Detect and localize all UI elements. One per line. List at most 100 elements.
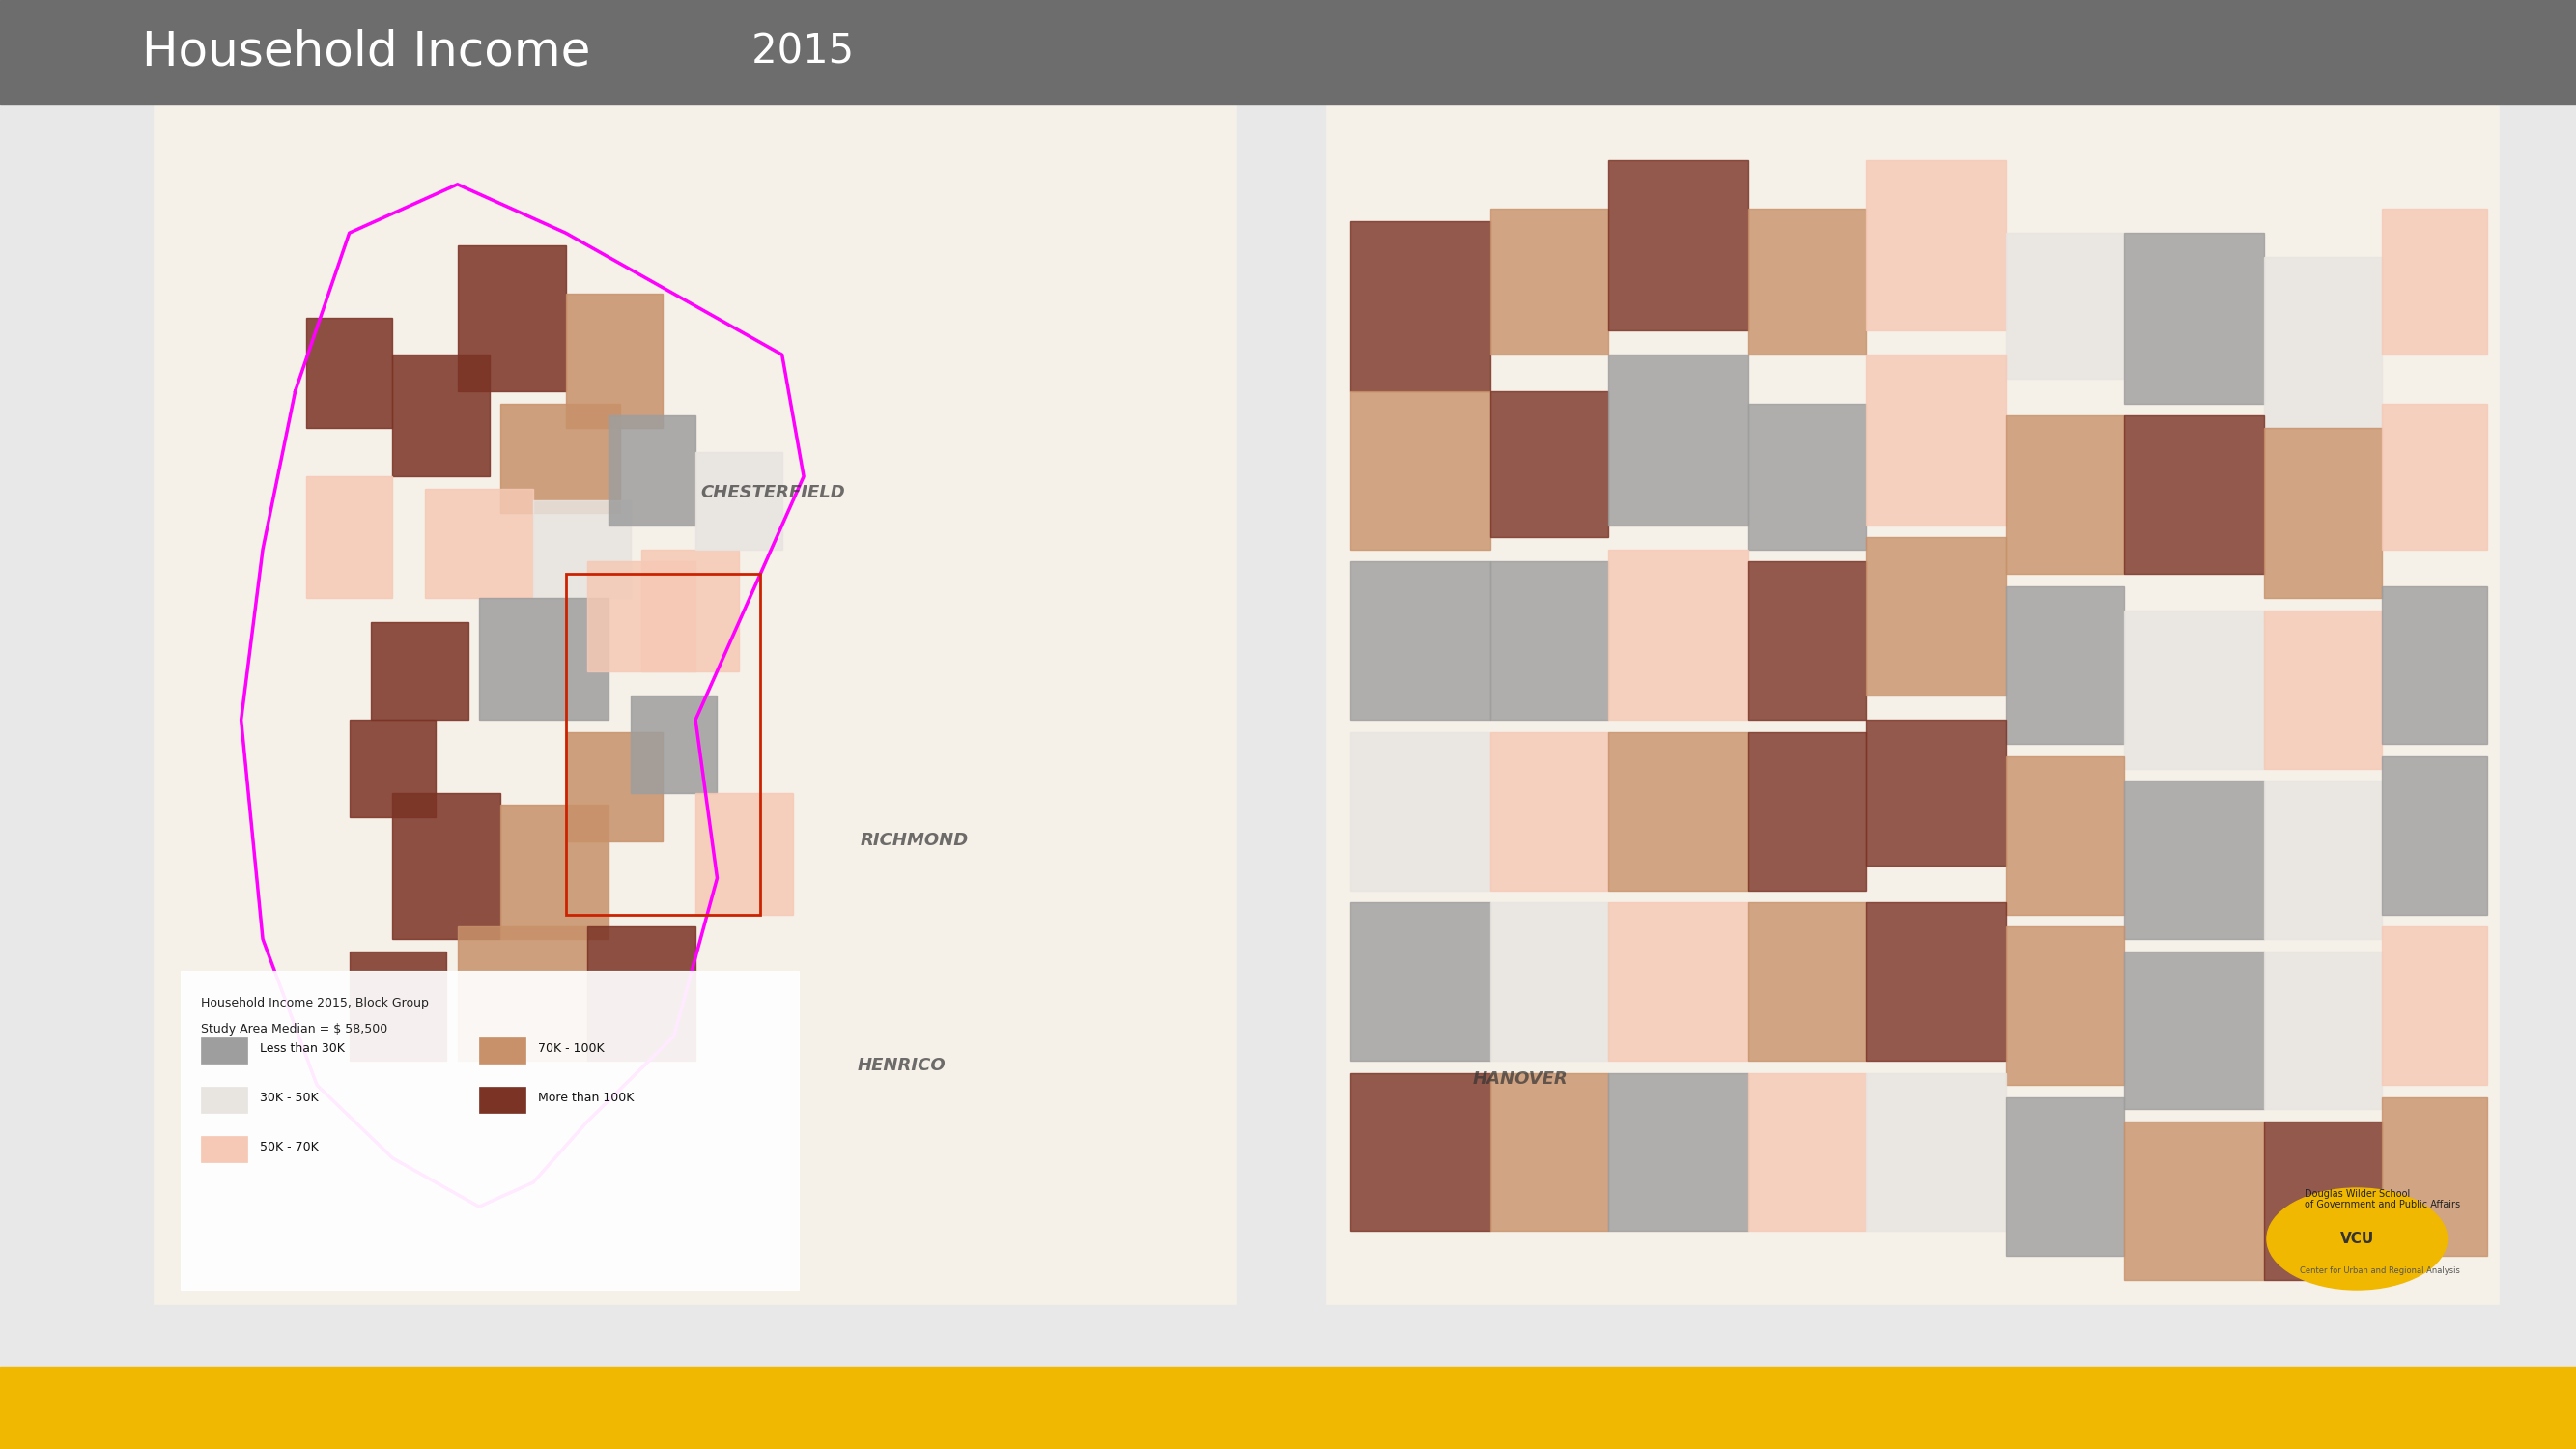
Bar bbox=[2264, 610, 2383, 768]
Text: CHESTERFIELD: CHESTERFIELD bbox=[701, 484, 845, 501]
Bar bbox=[0, 0, 2576, 104]
Bar bbox=[2007, 233, 2123, 380]
Bar bbox=[2007, 585, 2123, 745]
Bar bbox=[1607, 159, 1749, 330]
Bar bbox=[201, 1087, 247, 1113]
Bar bbox=[1749, 903, 1865, 1061]
Bar bbox=[2007, 756, 2123, 914]
Bar bbox=[1327, 87, 2499, 1304]
Text: VCU: VCU bbox=[2339, 1232, 2375, 1246]
Bar bbox=[1607, 355, 1749, 525]
Bar bbox=[2383, 585, 2486, 745]
Bar bbox=[500, 403, 621, 513]
Bar bbox=[567, 294, 662, 427]
Bar bbox=[1749, 732, 1865, 890]
Bar bbox=[1865, 159, 2007, 330]
Bar bbox=[1350, 1072, 1492, 1232]
Text: 30K - 50K: 30K - 50K bbox=[260, 1093, 319, 1104]
Bar bbox=[307, 319, 392, 427]
Text: 50K - 70K: 50K - 70K bbox=[260, 1142, 319, 1153]
Bar bbox=[1865, 903, 2007, 1061]
Bar bbox=[1865, 355, 2007, 525]
Bar bbox=[479, 598, 608, 720]
Bar bbox=[2123, 416, 2264, 574]
Bar bbox=[1350, 220, 1492, 391]
Bar bbox=[500, 806, 608, 939]
Bar bbox=[1350, 732, 1492, 890]
Text: HANOVER: HANOVER bbox=[1471, 1071, 1569, 1088]
Bar bbox=[2383, 756, 2486, 914]
Bar bbox=[392, 793, 500, 939]
Bar bbox=[696, 793, 793, 914]
Bar bbox=[155, 87, 1236, 1304]
Bar bbox=[1607, 549, 1749, 720]
Bar bbox=[2264, 258, 2383, 427]
Bar bbox=[2383, 927, 2486, 1085]
Bar bbox=[479, 1087, 526, 1113]
Bar bbox=[1492, 903, 1607, 1061]
Bar bbox=[479, 1037, 526, 1064]
Bar bbox=[2123, 781, 2264, 939]
Bar bbox=[696, 452, 783, 549]
Text: Household Income: Household Income bbox=[142, 29, 590, 75]
Bar bbox=[201, 1136, 247, 1162]
Bar bbox=[1492, 562, 1607, 720]
Bar bbox=[1492, 1072, 1607, 1232]
Bar bbox=[1865, 720, 2007, 867]
Text: Less than 30K: Less than 30K bbox=[260, 1043, 345, 1055]
Bar bbox=[1865, 1072, 2007, 1232]
Bar bbox=[567, 574, 760, 914]
Bar bbox=[2123, 1122, 2264, 1279]
Text: 2015: 2015 bbox=[739, 32, 855, 72]
Text: Study Area Median = $ 58,500: Study Area Median = $ 58,500 bbox=[201, 1023, 386, 1036]
Bar bbox=[641, 549, 739, 671]
Bar bbox=[2383, 403, 2486, 549]
Bar bbox=[2264, 951, 2383, 1110]
Bar bbox=[459, 245, 567, 391]
Bar bbox=[2123, 233, 2264, 403]
Bar bbox=[1350, 903, 1492, 1061]
Text: Douglas Wilder School
of Government and Public Affairs: Douglas Wilder School of Government and … bbox=[2306, 1190, 2460, 1210]
Bar bbox=[2264, 427, 2383, 598]
Bar bbox=[0, 104, 2576, 1366]
Text: RICHMOND: RICHMOND bbox=[860, 832, 969, 849]
Bar bbox=[392, 355, 489, 477]
Bar bbox=[533, 501, 631, 598]
Bar bbox=[350, 951, 446, 1061]
Text: HENRICO: HENRICO bbox=[858, 1056, 945, 1074]
Bar bbox=[180, 971, 799, 1290]
Bar bbox=[2007, 927, 2123, 1085]
Text: Household Income 2015, Block Group: Household Income 2015, Block Group bbox=[201, 997, 428, 1010]
Bar bbox=[1749, 562, 1865, 720]
Bar bbox=[1749, 403, 1865, 549]
Bar bbox=[2123, 951, 2264, 1110]
Bar bbox=[2264, 1122, 2383, 1279]
Bar bbox=[1492, 209, 1607, 355]
Bar bbox=[2383, 1097, 2486, 1255]
Bar bbox=[608, 416, 696, 525]
Bar bbox=[1607, 1072, 1749, 1232]
Bar bbox=[1492, 732, 1607, 890]
Bar bbox=[1350, 391, 1492, 549]
Bar bbox=[2007, 416, 2123, 574]
Bar bbox=[201, 1037, 247, 1064]
Bar bbox=[425, 488, 533, 598]
Bar bbox=[459, 927, 587, 1061]
Bar bbox=[1749, 209, 1865, 355]
Bar bbox=[1749, 1072, 1865, 1232]
Bar bbox=[1607, 903, 1749, 1061]
Bar bbox=[371, 623, 469, 720]
Text: 70K - 100K: 70K - 100K bbox=[538, 1043, 605, 1055]
Bar bbox=[2383, 209, 2486, 355]
Text: More than 100K: More than 100K bbox=[538, 1093, 634, 1104]
Bar bbox=[307, 477, 392, 598]
Text: Center for Urban and Regional Analysis: Center for Urban and Regional Analysis bbox=[2300, 1266, 2460, 1275]
Bar bbox=[587, 927, 696, 1061]
Bar bbox=[2123, 610, 2264, 768]
Bar bbox=[350, 720, 435, 817]
Bar bbox=[1492, 391, 1607, 538]
Bar bbox=[587, 562, 696, 671]
Circle shape bbox=[2267, 1188, 2447, 1290]
Bar bbox=[2264, 781, 2383, 939]
Bar bbox=[1607, 732, 1749, 890]
